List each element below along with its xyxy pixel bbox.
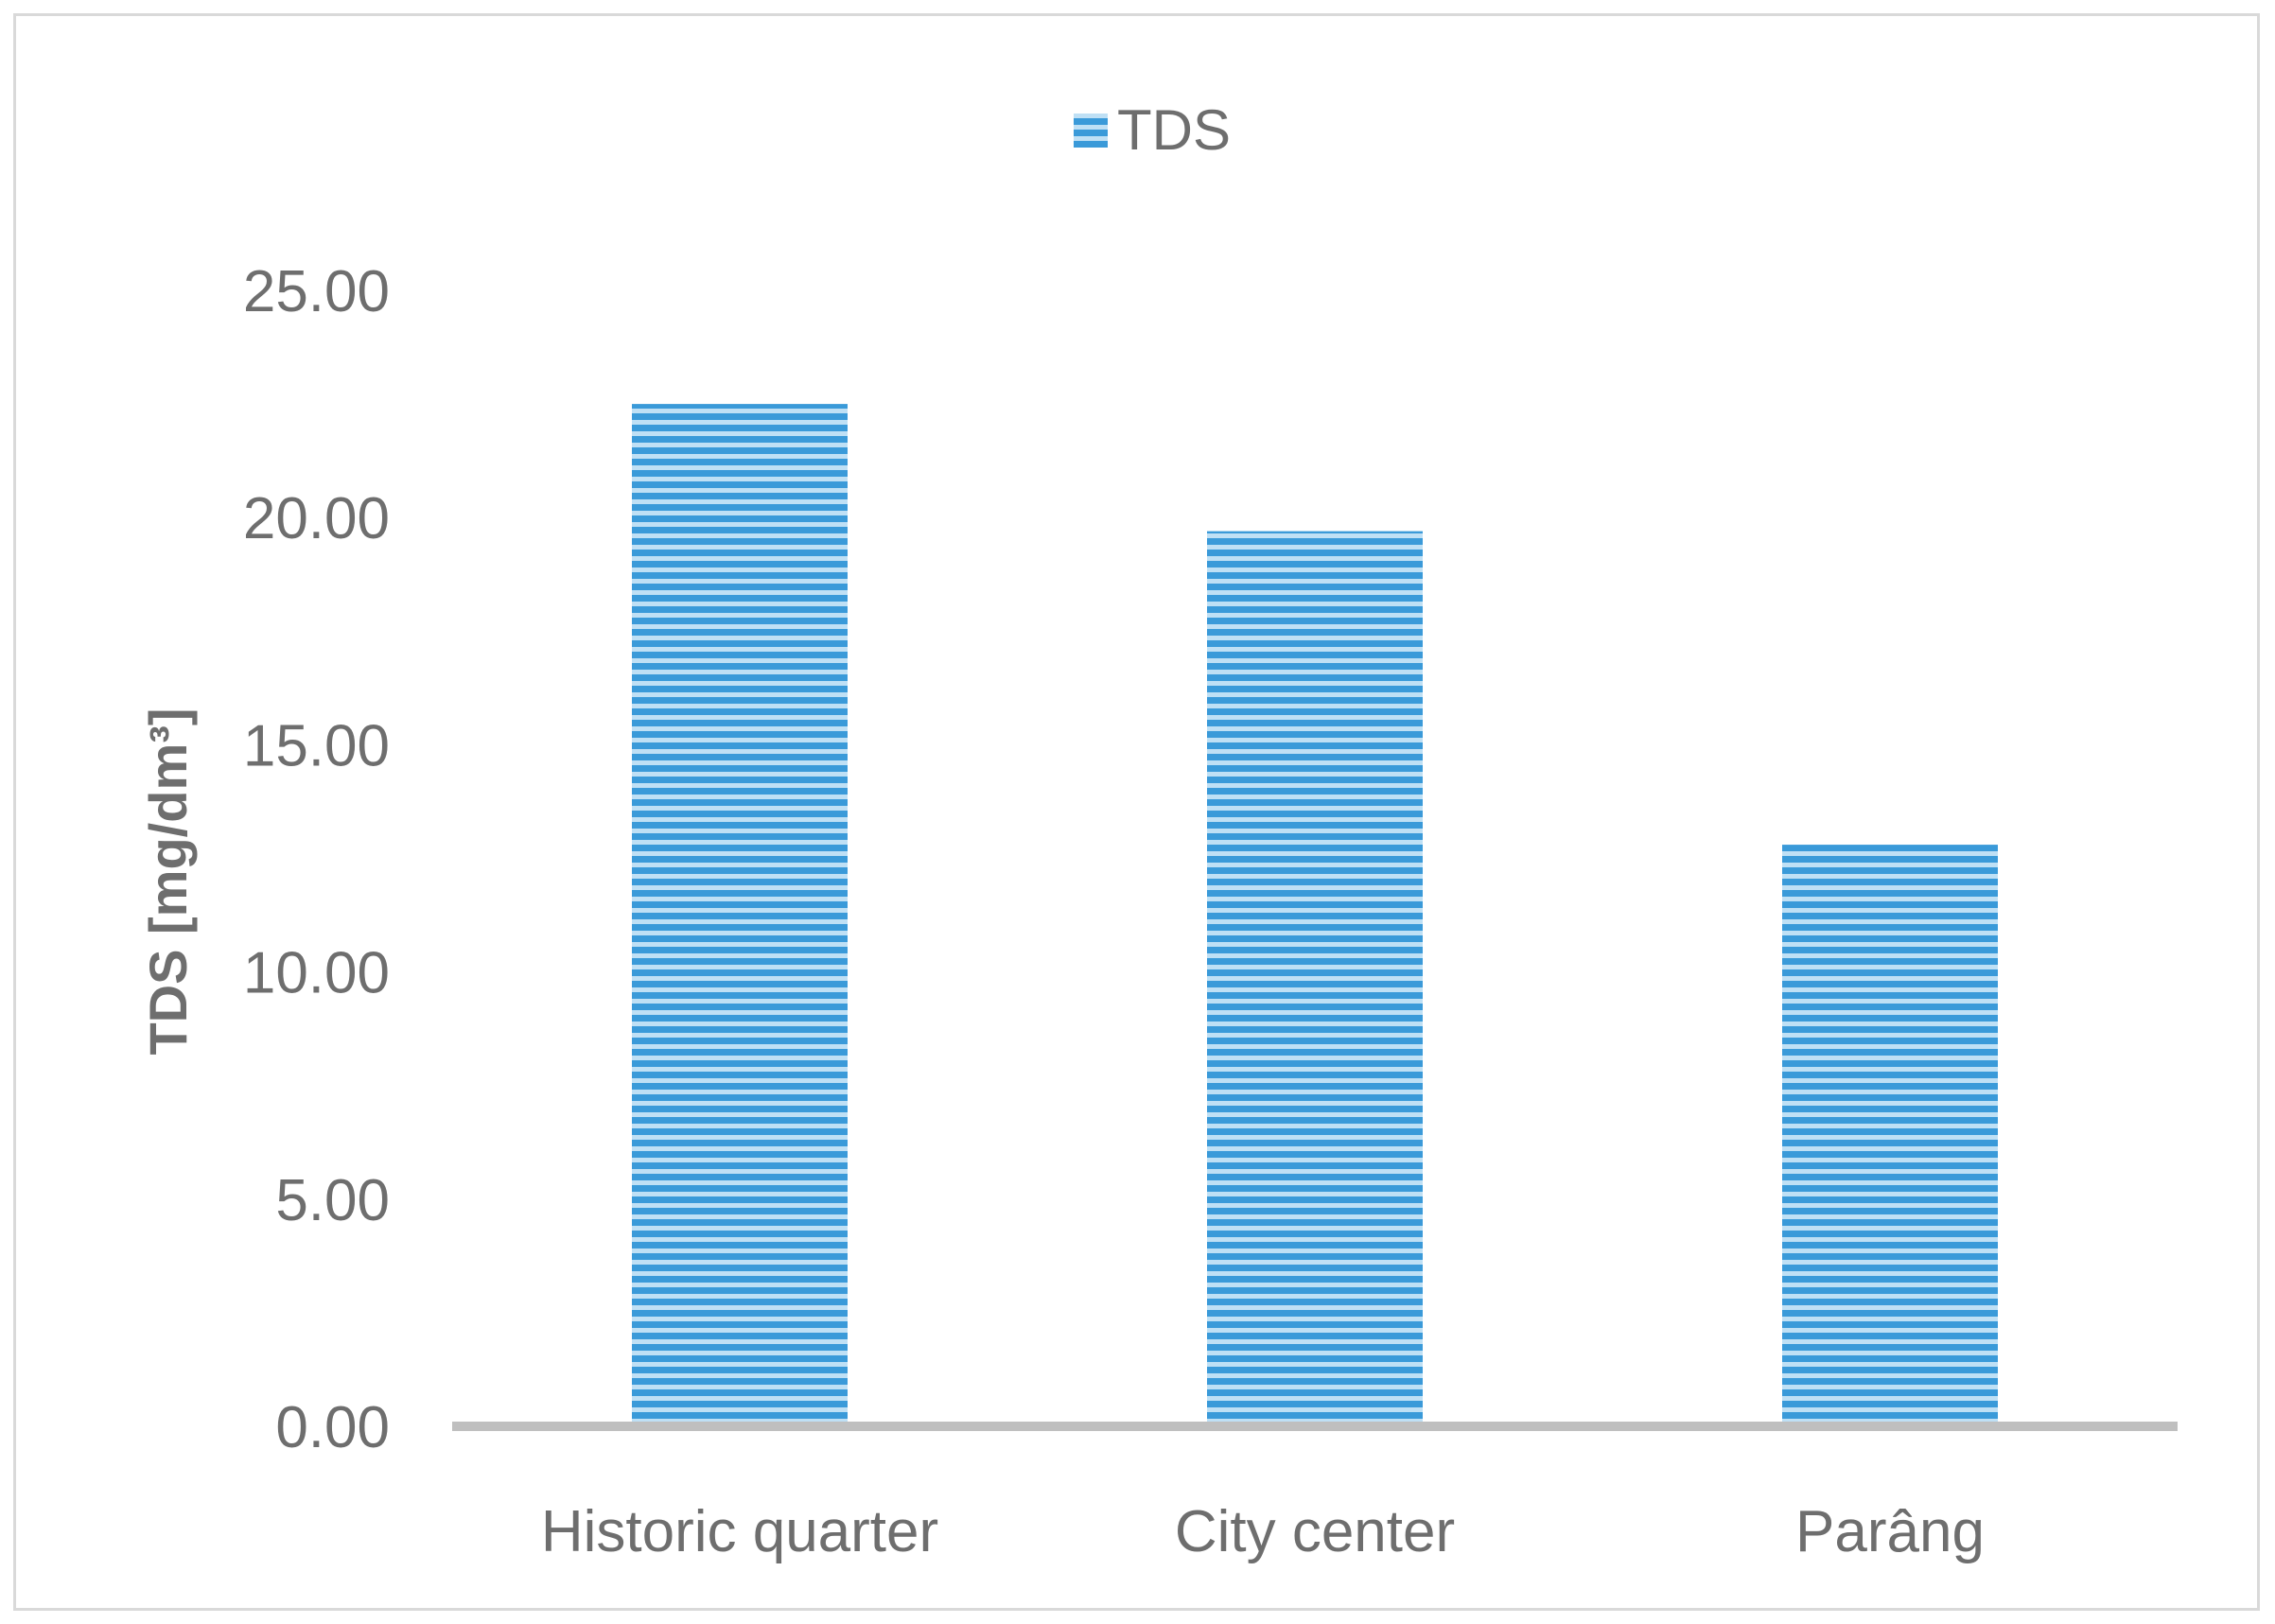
y-axis-ticks: 0.00 5.00 10.00 15.00 20.00 25.00: [243, 259, 390, 1460]
legend-label-tds: TDS: [1117, 98, 1231, 162]
y-tick-label: 15.00: [243, 713, 390, 778]
x-category-label: City center: [1175, 1499, 1455, 1564]
y-tick-label: 10.00: [243, 941, 390, 1006]
x-category-label: Parâng: [1795, 1499, 1985, 1564]
legend-swatch-tds: [1074, 114, 1108, 148]
bar: [1207, 531, 1423, 1426]
x-axis-labels: Historic quarter City center Parâng: [541, 1499, 1985, 1564]
bar: [632, 404, 848, 1427]
bar: [1782, 845, 1998, 1426]
y-tick-label: 20.00: [243, 486, 390, 551]
y-tick-label: 5.00: [275, 1168, 390, 1233]
x-category-label: Historic quarter: [541, 1499, 938, 1564]
y-tick-label: 0.00: [275, 1395, 390, 1460]
y-tick-label: 25.00: [243, 259, 390, 324]
chart-svg: TDS TDS [mg/dm³] 0.00 5.00 10.00 15.00 20.00…: [138, 98, 2178, 1564]
bars: [632, 404, 1998, 1427]
chart-frame: TDS TDS [mg/dm³] 0.00 5.00 10.00 15.00 20.00…: [13, 13, 2260, 1611]
y-axis-title: TDS [mg/dm³]: [138, 707, 198, 1055]
legend: TDS: [1074, 98, 1231, 162]
